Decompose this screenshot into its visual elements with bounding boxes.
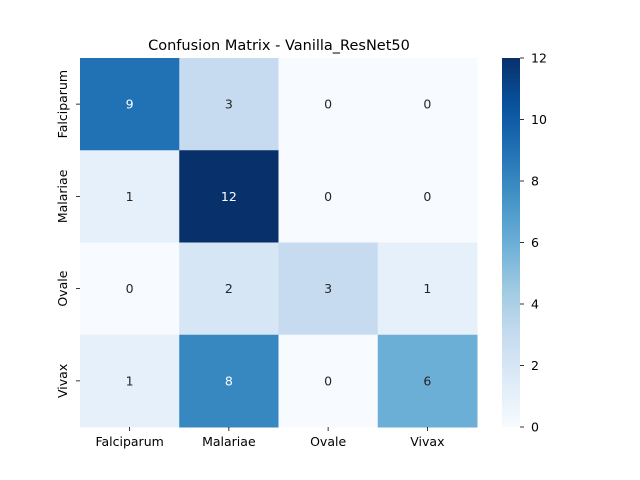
colorbar — [502, 58, 520, 427]
cell-value-label: 3 — [225, 97, 233, 112]
y-tick-label: Ovale — [55, 270, 70, 306]
colorbar-gradient — [502, 58, 520, 427]
cell-value-label: 0 — [423, 97, 431, 112]
x-tick-label: Ovale — [310, 434, 346, 449]
heatmap-cell — [377, 150, 478, 243]
colorbar-tick-label: 12 — [531, 51, 547, 66]
colorbar-tick-label: 0 — [531, 420, 539, 435]
heatmap-cell — [278, 242, 379, 336]
heatmap-cell — [80, 150, 180, 243]
x-tick-label: Falciparum — [95, 434, 163, 449]
colorbar-tick-label: 4 — [531, 297, 539, 312]
x-tick-label: Malariae — [202, 434, 256, 449]
heatmap-cell — [278, 334, 379, 428]
cell-value-label: 0 — [126, 281, 134, 296]
colorbar-ticks: 0 2 4 6 8 10 12 — [520, 51, 547, 435]
heatmap-cell — [80, 334, 180, 428]
chart-title: Confusion Matrix - Vanilla_ResNet50 — [148, 38, 410, 54]
colorbar-tick-label: 10 — [531, 112, 547, 127]
cell-value-label: 0 — [324, 97, 332, 112]
cell-value-label: 8 — [225, 373, 233, 388]
heatmap-cells: 9 3 0 0 1 12 0 0 0 2 3 1 1 8 0 6 — [80, 58, 478, 428]
cell-value-label: 0 — [423, 189, 431, 204]
y-axis-ticks: Falciparum Malariae Ovale Vivax — [55, 70, 80, 398]
heatmap-cell — [377, 242, 478, 336]
y-tick-label: Vivax — [55, 364, 70, 398]
heatmap-cell — [179, 150, 279, 243]
cell-value-label: 1 — [126, 189, 134, 204]
cell-value-label: 0 — [324, 189, 332, 204]
heatmap-cell — [278, 150, 379, 243]
heatmap-cell — [80, 58, 180, 151]
y-tick-label: Falciparum — [55, 70, 70, 138]
colorbar-tick-label: 8 — [531, 174, 539, 189]
cell-value-label: 1 — [423, 281, 431, 296]
heatmap-cell — [179, 58, 279, 151]
heatmap-cell — [80, 242, 180, 336]
cell-value-label: 1 — [126, 373, 134, 388]
cell-value-label: 9 — [126, 97, 134, 112]
heatmap-cell — [179, 334, 279, 428]
heatmap-cell — [179, 242, 279, 336]
colorbar-tick-label: 6 — [531, 235, 539, 250]
heatmap-cell — [278, 58, 379, 151]
cell-value-label: 2 — [225, 281, 233, 296]
cell-value-label: 6 — [423, 373, 431, 388]
cell-value-label: 3 — [324, 281, 332, 296]
cell-value-label: 12 — [221, 189, 237, 204]
x-axis-ticks: Falciparum Malariae Ovale Vivax — [95, 427, 444, 449]
heatmap-cell — [377, 334, 478, 428]
colorbar-tick-label: 2 — [531, 358, 539, 373]
x-tick-label: Vivax — [410, 434, 444, 449]
cell-value-label: 0 — [324, 373, 332, 388]
heatmap-cell — [377, 58, 478, 151]
y-tick-label: Malariae — [55, 169, 70, 223]
